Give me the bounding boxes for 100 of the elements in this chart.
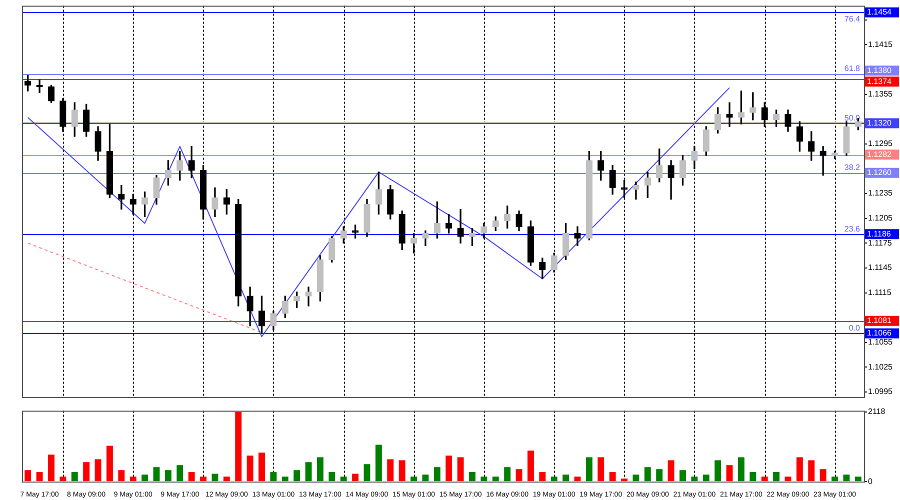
bar bbox=[410, 476, 417, 482]
bar bbox=[750, 472, 756, 482]
bar bbox=[316, 457, 324, 482]
ref-line-label: 1.1380 bbox=[867, 66, 892, 75]
ref-line-label: 1.1186 bbox=[867, 229, 892, 238]
bar bbox=[434, 467, 440, 482]
bar bbox=[176, 465, 184, 482]
bar bbox=[632, 474, 640, 482]
bar bbox=[738, 457, 744, 482]
bar bbox=[820, 469, 826, 482]
bar bbox=[60, 476, 66, 482]
y-tick-label: 1.0995 bbox=[868, 387, 894, 396]
bar bbox=[808, 460, 815, 482]
candlestick bbox=[632, 182, 640, 200]
bar bbox=[691, 476, 698, 482]
bar bbox=[586, 457, 592, 482]
bar bbox=[574, 476, 581, 482]
annotation: 61.8 bbox=[844, 64, 861, 73]
y-tick-label: 1.1235 bbox=[868, 188, 894, 198]
y-tick-label: 0 bbox=[868, 476, 873, 486]
bar bbox=[680, 470, 686, 482]
bar bbox=[375, 444, 382, 482]
bar bbox=[656, 469, 663, 482]
ref-line-label: 1.1081 bbox=[867, 316, 892, 326]
bar bbox=[702, 474, 710, 482]
bar bbox=[294, 470, 300, 482]
ref-line-label: 1.1260 bbox=[867, 168, 892, 178]
annotation: 23.6 bbox=[844, 224, 861, 234]
candlestick bbox=[36, 79, 43, 93]
bar bbox=[340, 476, 347, 482]
bar bbox=[282, 476, 288, 482]
bar bbox=[527, 450, 534, 482]
bar bbox=[118, 470, 125, 482]
bar bbox=[773, 472, 780, 482]
bar bbox=[328, 472, 336, 482]
bar bbox=[352, 474, 359, 482]
bar bbox=[258, 452, 265, 482]
bar bbox=[398, 460, 406, 482]
annotation: 50.0 bbox=[844, 113, 861, 122]
candlestick bbox=[820, 146, 826, 176]
bar bbox=[609, 472, 616, 482]
bar bbox=[598, 457, 604, 482]
y-tick-label: 1.1115 bbox=[868, 288, 892, 297]
bar bbox=[83, 462, 90, 482]
bar bbox=[446, 456, 452, 482]
y-tick-label: 2118 bbox=[868, 407, 886, 416]
y-tick-label: 1.1055 bbox=[868, 338, 894, 347]
bar bbox=[726, 465, 733, 482]
bar bbox=[142, 474, 148, 482]
bar bbox=[48, 454, 54, 482]
bar bbox=[714, 460, 722, 482]
bar bbox=[516, 469, 522, 482]
bar bbox=[305, 462, 312, 482]
bar bbox=[796, 457, 803, 482]
bar bbox=[106, 446, 113, 482]
bar bbox=[480, 476, 488, 482]
ref-line-label: 1.1374 bbox=[867, 76, 892, 86]
ref-line-label: 1.1320 bbox=[867, 118, 892, 128]
bar bbox=[843, 474, 850, 482]
bar bbox=[550, 476, 558, 482]
annotation: 38.2 bbox=[844, 163, 861, 172]
y-tick-label: 1.1415 bbox=[868, 40, 894, 49]
ref-line-label: 1.1066 bbox=[867, 328, 892, 338]
bar bbox=[644, 467, 651, 482]
y-tick-label: 1.1025 bbox=[868, 362, 894, 372]
bar bbox=[270, 472, 277, 482]
bar bbox=[469, 472, 476, 482]
bar bbox=[200, 476, 206, 482]
bar bbox=[504, 467, 511, 482]
annotation: 0.0 bbox=[848, 324, 861, 333]
bar bbox=[562, 474, 570, 482]
bar bbox=[364, 464, 370, 482]
ref-line-label: 1.1282 bbox=[867, 150, 892, 159]
y-tick-label: 1.1295 bbox=[868, 139, 894, 148]
ref-line-label: 1.1454 bbox=[867, 8, 892, 17]
y-tick-label: 1.1175 bbox=[868, 238, 892, 248]
bar bbox=[387, 459, 394, 482]
bar bbox=[246, 456, 254, 482]
bar bbox=[71, 472, 78, 482]
bar bbox=[188, 472, 195, 482]
bar bbox=[457, 457, 464, 482]
bar bbox=[153, 467, 160, 482]
bar bbox=[164, 470, 172, 482]
bar bbox=[422, 474, 429, 482]
bar bbox=[235, 412, 242, 482]
annotation: 76.4 bbox=[844, 14, 861, 24]
candlestick bbox=[305, 286, 312, 306]
bar bbox=[130, 476, 136, 482]
bar bbox=[832, 476, 838, 482]
bar bbox=[784, 476, 792, 482]
candlestick bbox=[726, 102, 733, 127]
bar bbox=[212, 474, 218, 482]
bar bbox=[761, 476, 768, 482]
bar bbox=[539, 472, 546, 482]
bar bbox=[668, 460, 674, 482]
bar bbox=[94, 459, 102, 482]
y-tick-label: 1.1145 bbox=[868, 263, 892, 272]
bar bbox=[24, 470, 32, 482]
bar bbox=[36, 472, 43, 482]
bar bbox=[854, 476, 862, 482]
